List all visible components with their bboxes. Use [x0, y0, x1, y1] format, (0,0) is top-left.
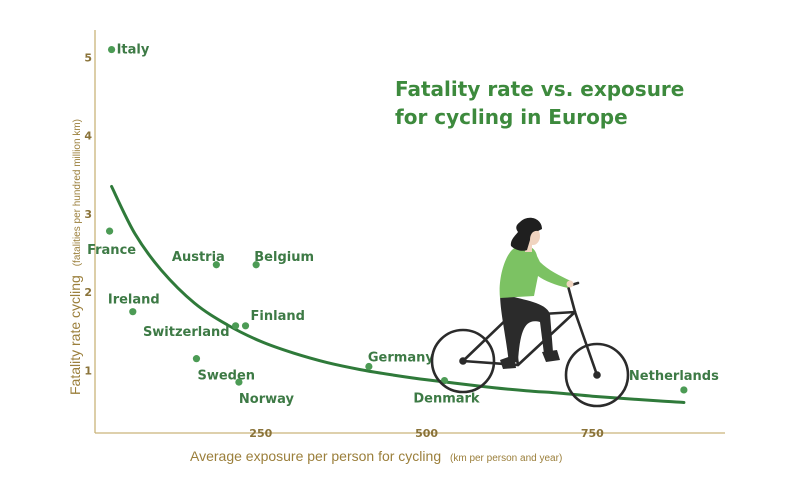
- chart-title-line-2: for cycling in Europe: [395, 105, 628, 129]
- y-tick-labels: 1 2 3 4 5: [84, 51, 92, 377]
- chart-title-line-1: Fatality rate vs. exposure: [395, 77, 684, 101]
- point-label-italy: Italy: [117, 43, 150, 58]
- y-axis-title-units: (fatalities per hundred million km): [72, 119, 83, 266]
- rider-figure: [499, 217, 574, 369]
- point-label-germany: Germany: [368, 350, 434, 365]
- data-points: Italy France Austria Belgium Ireland Switzerl…: [87, 43, 719, 408]
- x-tick-label: 750: [581, 427, 604, 440]
- rider-shoes: [500, 350, 560, 369]
- rider-hand: [566, 280, 574, 288]
- y-tick-label: 4: [84, 130, 92, 143]
- data-point-italy: [107, 45, 116, 54]
- data-point-austria: [212, 261, 220, 269]
- x-axis: 250 500 750 Average exposure per person fo…: [95, 427, 725, 464]
- trend-curve: [110, 185, 686, 404]
- point-label-finland: Finland: [251, 309, 305, 324]
- rider-torso: [499, 245, 571, 298]
- y-tick-label: 1: [84, 364, 92, 377]
- point-label-ireland: Ireland: [108, 293, 160, 308]
- point-label-belgium: Belgium: [254, 250, 314, 265]
- rider-legs: [500, 292, 553, 363]
- data-point-switzerland: [231, 322, 240, 330]
- data-point-belgium: [252, 261, 260, 269]
- point-label-denmark: Denmark: [413, 392, 480, 407]
- data-point-france: [105, 227, 114, 235]
- point-label-sweden: Sweden: [197, 369, 255, 384]
- x-tick-label: 500: [415, 427, 438, 440]
- data-point-germany: [365, 362, 373, 371]
- cyclist-illustration: [430, 217, 630, 408]
- point-label-switzerland: Switzerland: [143, 325, 230, 340]
- y-axis: 1 2 3 4 5 Fatality rate cycling (fatalities …: [67, 30, 96, 433]
- point-label-austria: Austria: [172, 250, 225, 265]
- y-tick-label: 2: [84, 286, 92, 299]
- data-point-netherlands: [680, 386, 688, 394]
- y-axis-title-main: Fatality rate cycling: [67, 275, 83, 395]
- rider-hair: [510, 217, 542, 251]
- data-point-norway: [235, 378, 243, 386]
- point-label-norway: Norway: [239, 392, 295, 407]
- y-tick-label: 3: [84, 208, 92, 221]
- data-point-ireland: [129, 308, 137, 316]
- data-point-finland: [241, 322, 250, 330]
- x-axis-title: Average exposure per person for cycling …: [190, 448, 562, 464]
- data-point-denmark: [440, 376, 449, 385]
- point-label-netherlands: Netherlands: [629, 369, 719, 384]
- x-tick-labels: 250 500 750: [249, 427, 604, 440]
- data-point-sweden: [192, 355, 201, 363]
- x-axis-title-main: Average exposure per person for cycling: [190, 448, 441, 464]
- y-axis-title: Fatality rate cycling (fatalities per hu…: [67, 119, 83, 395]
- x-tick-label: 250: [249, 427, 272, 440]
- x-axis-title-units: (km per person and year): [450, 453, 562, 464]
- chart-title: Fatality rate vs. exposure for cycling i…: [395, 77, 684, 129]
- y-tick-label: 5: [84, 51, 92, 64]
- point-label-france: France: [87, 243, 136, 258]
